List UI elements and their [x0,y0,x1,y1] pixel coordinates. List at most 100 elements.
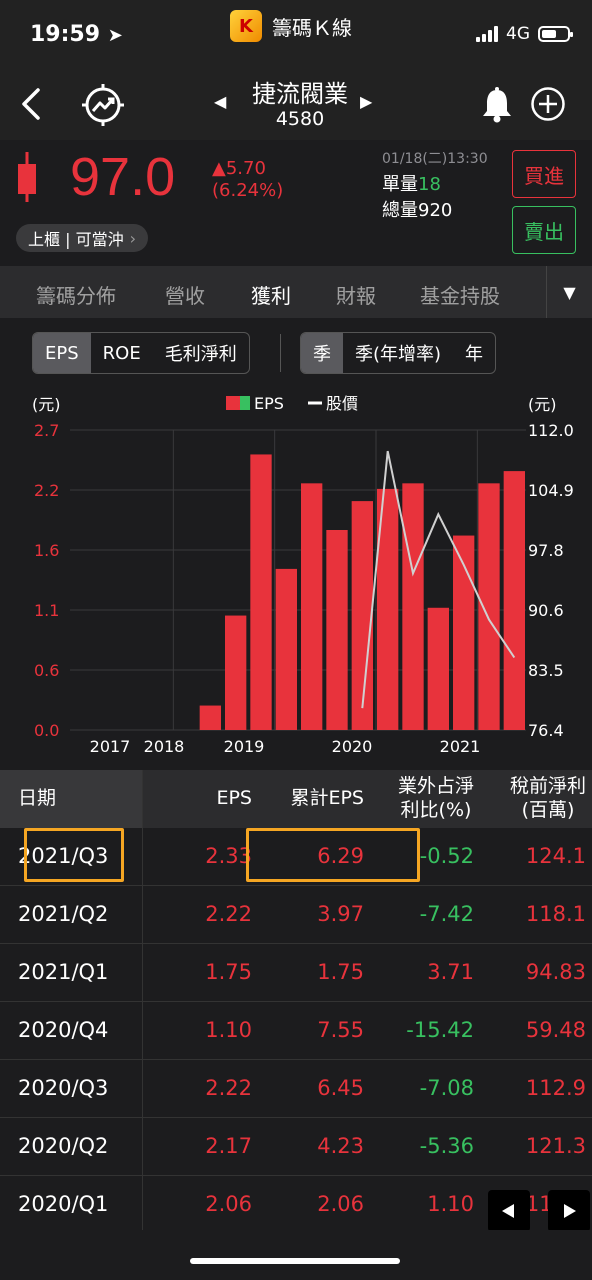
period-quarter-yoy[interactable]: 季(年增率) [355,344,442,365]
table-row[interactable]: 2020/Q4 1.10 7.55 -15.42 59.48 [0,1002,592,1060]
highlight-cum-eps [246,828,420,882]
table-row[interactable]: 2020/Q3 2.22 6.45 -7.08 112.9 [0,1060,592,1118]
row-nonop-ratio: 1.10 [427,1192,474,1216]
row-cum-eps: 3.97 [317,902,364,926]
row-date: 2021/Q2 [18,902,109,926]
header-eps: EPS [216,787,252,809]
row-date: 2021/Q3 [18,844,109,868]
y-left-tick: 0.0 [34,721,59,740]
page-left-icon [502,1204,514,1218]
eps-bar [453,535,475,730]
x-tick: 2017 [90,737,131,756]
status-indicators: 4G [476,24,573,44]
table-row[interactable]: 2021/Q3 2.33 6.29 -0.52 124.1 [0,828,592,886]
total-volume: 總量920 [382,200,453,221]
row-date: 2020/Q2 [18,1134,109,1158]
eps-bar [503,471,525,730]
sell-button[interactable]: 賣出 [512,206,576,254]
eps-bar [351,501,373,730]
eps-chart: 2.7 112.0 2.2 104.9 1.6 97.8 1.1 90.6 0.6 83.5 0.0… [32,394,574,756]
row-date: 2020/Q3 [18,1076,109,1100]
row-pretax: 118.1 [525,902,586,926]
table-row[interactable]: 2021/Q1 1.75 1.75 3.71 94.83 [0,944,592,1002]
section-tabs: 籌碼分佈 營收 獲利 財報 基金持股 ▼ [0,266,592,318]
y-right-tick: 90.6 [528,601,564,620]
row-date: 2021/Q1 [18,960,109,984]
period-quarter[interactable]: 季 [301,333,343,373]
row-cum-eps: 7.55 [317,1018,364,1042]
signal-icon [476,26,498,42]
eps-bar [199,705,221,730]
date-header-bg [0,770,142,828]
row-date: 2020/Q1 [18,1192,109,1216]
table-row[interactable]: 2020/Q12.062.061.10113.0 [0,1176,592,1230]
back-icon[interactable] [12,84,52,124]
page-right-icon [564,1204,576,1218]
metric-margin[interactable]: 毛利淨利 [164,344,237,365]
eps-bar [301,483,323,730]
row-cum-eps: 1.75 [317,960,364,984]
eps-bar [427,607,449,730]
stock-code: 4580 [275,108,325,130]
period-year[interactable]: 年 [465,344,484,365]
add-icon[interactable] [530,86,566,122]
last-price: 97.0 [70,147,176,207]
legend-eps-swatch [226,396,240,410]
app-logo: K [228,8,264,44]
y-right-tick: 83.5 [528,661,564,680]
bell-icon[interactable] [478,86,516,124]
y-right-tick: 97.8 [528,541,564,560]
row-date: 2020/Q4 [18,1018,109,1042]
eps-bar [250,454,272,730]
buy-button[interactable]: 買進 [512,150,576,198]
eps-bar [225,615,247,730]
x-tick: 2021 [440,737,481,756]
row-pretax: 124.1 [525,844,586,868]
row-eps: 2.33 [205,844,252,868]
app-name: 籌碼Ｋ線 [272,15,352,40]
page-left-button[interactable] [488,1190,530,1232]
market-badge[interactable]: 上櫃 | 可當沖 › [16,224,148,252]
nav-bar: ◀ 捷流閥業 4580 ▶ [0,70,592,140]
x-tick: 2019 [224,737,265,756]
tabs-more-icon[interactable]: ▼ [546,266,592,318]
price-line [361,450,516,709]
row-pretax: 94.83 [525,960,586,984]
tab-profit[interactable]: 獲利 [251,284,291,308]
tab-chips[interactable]: 籌碼分佈 [36,284,116,308]
x-tick: 2018 [144,737,185,756]
tab-revenue[interactable]: 營收 [165,284,205,308]
highlight-date [24,828,124,882]
metric-eps[interactable]: EPS [33,333,91,373]
y-right-tick: 112.0 [528,421,574,440]
row-eps: 1.75 [205,960,252,984]
row-pretax: 59.48 [525,1018,586,1042]
tab-financials[interactable]: 財報 [336,284,376,308]
table-row[interactable]: 2021/Q2 2.22 3.97 -7.42 118.1 [0,886,592,944]
row-nonop-ratio: -0.52 [419,844,474,868]
row-nonop-ratio: -5.36 [419,1134,474,1158]
y-left-label: (元) [32,395,61,414]
row-eps: 2.17 [205,1134,252,1158]
segment-divider [280,334,281,372]
prev-stock-icon[interactable]: ◀ [214,92,227,111]
y-left-tick: 2.2 [34,481,59,500]
candle-icon [18,152,36,202]
tab-fund-holdings[interactable]: 基金持股 [420,284,500,308]
home-indicator[interactable] [190,1258,400,1264]
page-right-button[interactable] [548,1190,590,1232]
eps-bar [326,530,348,730]
metric-roe[interactable]: ROE [102,342,141,364]
trend-target-icon[interactable] [80,82,126,128]
row-pretax: 112.9 [525,1076,586,1100]
network-type: 4G [506,24,530,44]
y-left-tick: 1.6 [34,541,59,560]
y-right-tick: 76.4 [528,721,564,740]
row-eps: 2.06 [205,1192,252,1216]
row-nonop-ratio: 3.71 [427,960,474,984]
y-left-tick: 0.6 [34,661,59,680]
table-row[interactable]: 2020/Q2 2.17 4.23 -5.36 121.3 [0,1118,592,1176]
legend-price: 股價 [326,394,358,413]
quote-panel: 97.0 ▲5.70 (6.24%) 01/18(二)13:30 單量18 總量… [0,140,592,266]
next-stock-icon[interactable]: ▶ [360,92,373,111]
